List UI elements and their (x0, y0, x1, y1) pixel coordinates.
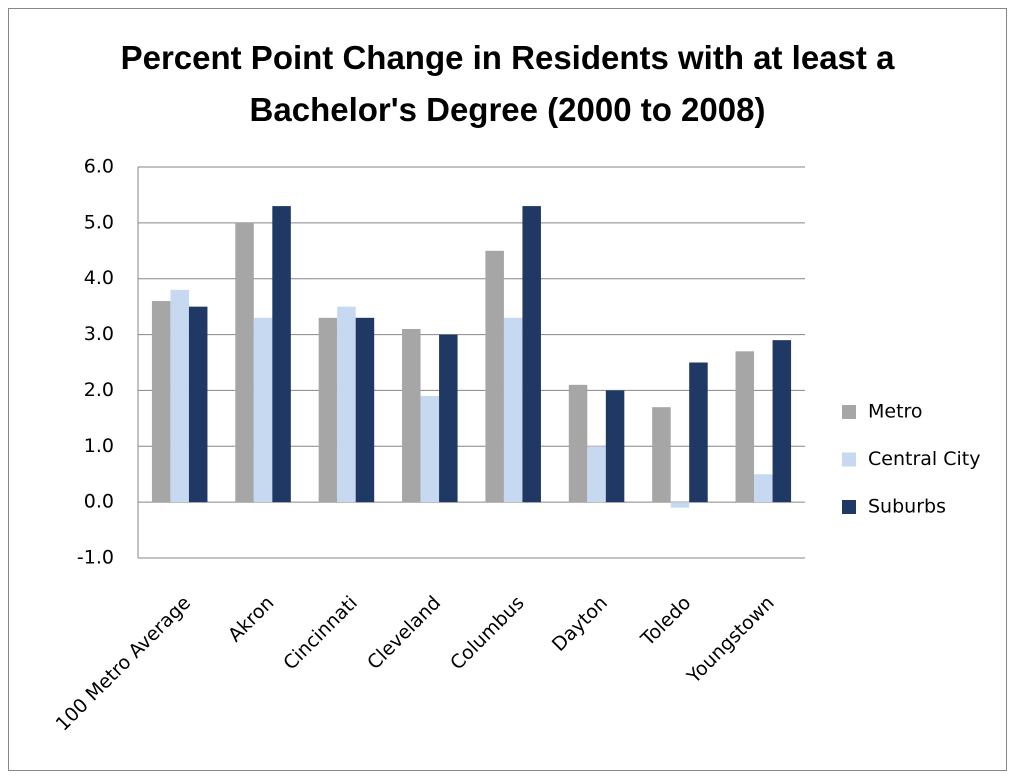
bar (151, 301, 171, 503)
bar (568, 384, 588, 503)
bar (272, 206, 291, 503)
y-tick-label: 6.0 (84, 156, 114, 178)
bar (355, 317, 375, 503)
bar (337, 306, 356, 503)
bar (485, 250, 504, 503)
y-tick-label: 5.0 (84, 211, 114, 233)
bar (670, 502, 690, 508)
bar (188, 306, 208, 503)
bar (735, 351, 755, 503)
y-tick-label: 1.0 (84, 435, 114, 457)
y-tick-label: -1.0 (77, 547, 114, 569)
bar (235, 222, 254, 503)
legend-swatch (842, 405, 856, 419)
bar (402, 328, 421, 503)
bar (605, 390, 625, 503)
legend-label: Suburbs (868, 496, 946, 518)
bar (772, 340, 792, 503)
bar (652, 407, 671, 503)
legend-label: Central City (868, 448, 980, 470)
y-tick-label: 4.0 (84, 267, 114, 289)
legend-swatch (842, 500, 856, 514)
bar (689, 362, 708, 503)
legend-label: Metro (868, 401, 923, 423)
bar (253, 317, 273, 503)
bar (503, 317, 523, 503)
bar (754, 474, 773, 503)
bar (420, 396, 440, 503)
legend-swatch (842, 452, 856, 467)
y-tick-label: 3.0 (84, 323, 114, 345)
bar (318, 317, 338, 503)
bar (170, 289, 189, 503)
chart-title: Percent Point Change in Residents with a… (120, 39, 895, 128)
bar (522, 206, 541, 503)
y-tick-label: 2.0 (84, 379, 114, 401)
bar (439, 334, 458, 503)
y-tick-label: 0.0 (84, 491, 114, 513)
bar (587, 446, 606, 503)
